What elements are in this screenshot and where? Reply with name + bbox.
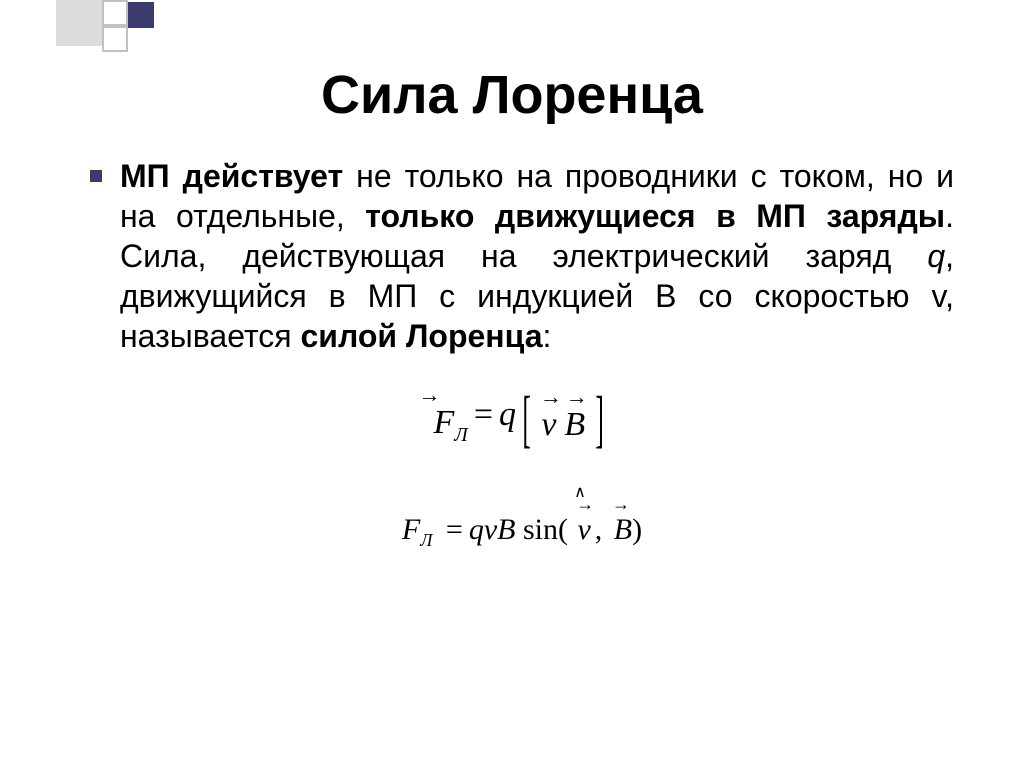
f2-eq: = <box>440 513 469 546</box>
f2-B1: B <box>497 513 515 546</box>
f2-v2-sym: v <box>577 513 590 546</box>
f2-B2-sym: B <box>614 513 632 546</box>
deco-square-outline-bottom <box>102 26 128 52</box>
content-area: МП действует не только на проводники с т… <box>0 126 1024 551</box>
f1-F-sub: Л <box>454 424 468 446</box>
f2-caret: ∧ <box>90 487 954 501</box>
f1-F: → FЛ <box>433 384 467 447</box>
formula-scalar: ∧ FЛ =qvB sin( → v , → B ) <box>90 487 954 551</box>
f1-B-arrow: → <box>564 384 589 410</box>
bullet-icon <box>90 170 102 182</box>
para-bold-3: силой Лоренца <box>300 318 542 354</box>
para-tail: : <box>542 318 551 354</box>
f2-v2-arrow: → <box>575 494 594 515</box>
paragraph: МП действует не только на проводники с т… <box>120 156 954 356</box>
f2-q: q <box>469 513 484 546</box>
para-bold-2: только движущиеся в МП заряды <box>365 198 945 234</box>
para-bold-1: МП действует <box>120 158 343 194</box>
deco-square-dark <box>128 2 154 28</box>
f2-sin: sin( <box>523 513 568 546</box>
f1-q: q <box>499 396 516 434</box>
f2-B2-arrow: → <box>610 494 632 515</box>
deco-square-gray <box>56 0 102 46</box>
f2-v1: v <box>484 513 497 546</box>
f1-lbracket: [ <box>522 400 531 438</box>
f2-v2: → v <box>575 495 594 547</box>
f2-comma: , <box>595 513 603 546</box>
f1-v-arrow: → <box>537 384 564 410</box>
f1-F-arrow: → <box>403 382 455 408</box>
f2-close: ) <box>632 513 642 546</box>
f1-B: → B <box>564 386 589 444</box>
f2-F: F <box>402 513 420 546</box>
para-q: q <box>927 238 945 274</box>
f2-F-sub: Л <box>420 530 432 550</box>
f1-v-sym: v <box>541 406 556 443</box>
f1-eq: = <box>468 396 499 434</box>
deco-square-outline-top <box>102 0 128 26</box>
f1-rbracket: ] <box>596 400 605 438</box>
f2-B2: → B <box>610 495 632 547</box>
f1-B-sym: B <box>564 406 585 443</box>
f1-F-sym: F <box>433 404 454 441</box>
f1-v: → v <box>537 386 564 444</box>
formula-vector: → FЛ = q [ → v → B ] <box>90 384 954 447</box>
